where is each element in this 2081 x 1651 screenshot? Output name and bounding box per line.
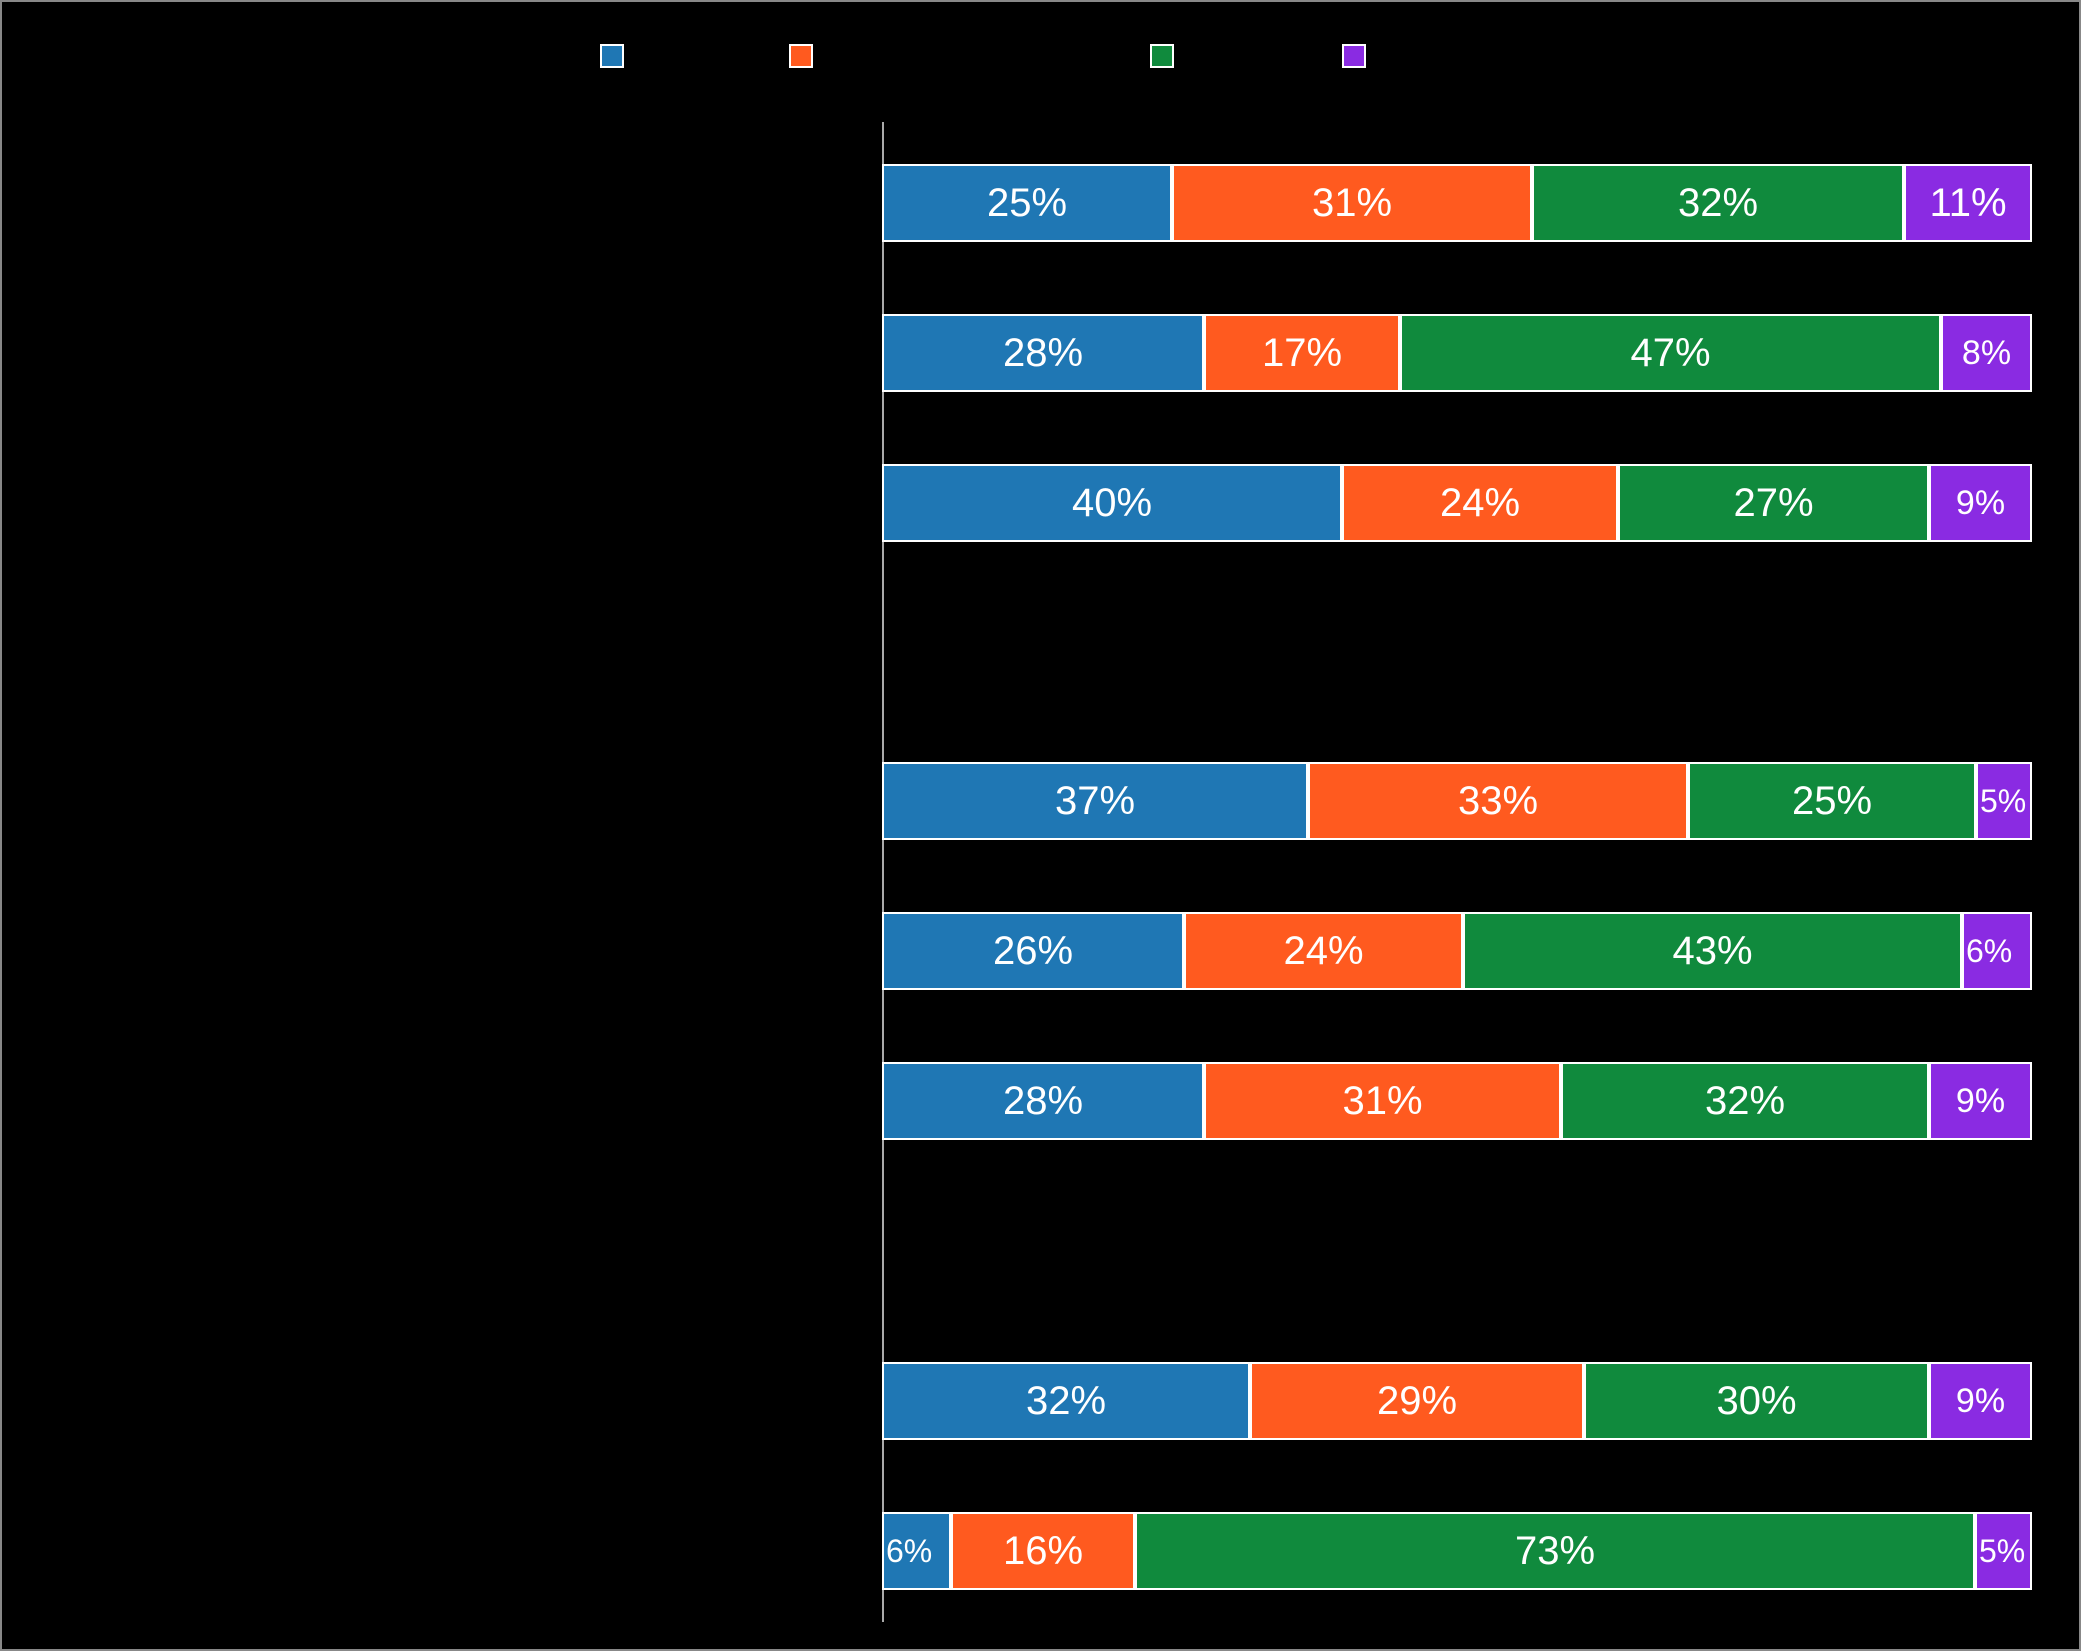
bar-segment: 9% xyxy=(1929,464,2032,542)
legend-label-b: Series B (longer label) xyxy=(825,40,1102,72)
bar-segment: 24% xyxy=(1184,912,1463,990)
bar-segment: 24% xyxy=(1342,464,1618,542)
bar-segment: 29% xyxy=(1250,1362,1584,1440)
bar-segment: 31% xyxy=(1172,164,1532,242)
bar-row: 40%24%27%9% xyxy=(882,464,2032,542)
bar-segment: 5% xyxy=(1976,762,2032,840)
bar-segment: 27% xyxy=(1618,464,1929,542)
legend-item-b: Series B (longer label) xyxy=(789,40,1102,72)
bar-segment: 43% xyxy=(1463,912,1962,990)
bar-segment: 25% xyxy=(1688,762,1976,840)
bar-segment: 8% xyxy=(1941,314,2032,392)
bar-row: 25%31%32%11% xyxy=(882,164,2032,242)
bar-segment: 11% xyxy=(1904,164,2032,242)
bar-segment: 6% xyxy=(1962,912,2032,990)
bar-segment: 9% xyxy=(1929,1062,2032,1140)
bar-row: 6%16%73%5% xyxy=(882,1512,2032,1590)
bar-segment: 16% xyxy=(951,1512,1135,1590)
bar-segment: 28% xyxy=(882,1062,1204,1140)
legend-label-d: Series D xyxy=(1378,40,1485,72)
legend-item-a: Series A xyxy=(600,40,740,72)
legend-label-c: Series C xyxy=(1186,40,1293,72)
bar-segment: 32% xyxy=(882,1362,1250,1440)
legend-swatch-a xyxy=(600,44,624,68)
bar-row: 37%33%25%5% xyxy=(882,762,2032,840)
legend-item-c: Series C xyxy=(1150,40,1293,72)
plot-area: 25%31%32%11%28%17%47%8%40%24%27%9%37%33%… xyxy=(882,122,2032,1622)
bar-segment: 17% xyxy=(1204,314,1400,392)
bar-segment: 37% xyxy=(882,762,1308,840)
legend-label-a: Series A xyxy=(636,40,740,72)
bar-row: 26%24%43%6% xyxy=(882,912,2032,990)
bar-row: 28%17%47%8% xyxy=(882,314,2032,392)
bar-segment: 40% xyxy=(882,464,1342,542)
bar-segment: 30% xyxy=(1584,1362,1929,1440)
bar-segment: 25% xyxy=(882,164,1172,242)
bar-segment: 28% xyxy=(882,314,1204,392)
bar-segment: 32% xyxy=(1532,164,1904,242)
legend-item-d: Series D xyxy=(1342,40,1485,72)
bar-segment: 31% xyxy=(1204,1062,1561,1140)
legend-swatch-c xyxy=(1150,44,1174,68)
bar-segment: 73% xyxy=(1135,1512,1975,1590)
bar-segment: 5% xyxy=(1975,1512,2032,1590)
bar-segment: 47% xyxy=(1400,314,1941,392)
chart-frame: Series A Series B (longer label) Series … xyxy=(0,0,2081,1651)
bar-segment: 26% xyxy=(882,912,1184,990)
bar-segment: 9% xyxy=(1929,1362,2032,1440)
legend-swatch-b xyxy=(789,44,813,68)
legend-swatch-d xyxy=(1342,44,1366,68)
bar-segment: 33% xyxy=(1308,762,1688,840)
legend: Series A Series B (longer label) Series … xyxy=(2,40,2081,73)
bar-row: 28%31%32%9% xyxy=(882,1062,2032,1140)
bar-segment: 32% xyxy=(1561,1062,1929,1140)
bar-segment: 6% xyxy=(882,1512,951,1590)
bar-row: 32%29%30%9% xyxy=(882,1362,2032,1440)
